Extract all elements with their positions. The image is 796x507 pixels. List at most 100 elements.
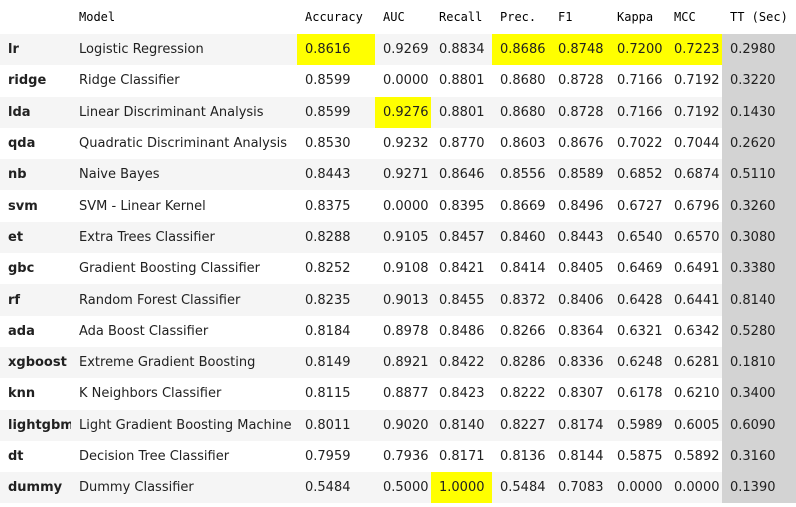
row-index-label: qda [0,127,71,160]
table-row: et Extra Trees Classifier 0.8288 0.9105 0.84… [0,221,796,254]
cell-auc: 0.9276 [375,96,431,128]
cell-mcc: 0.6281 [666,346,722,379]
cell-precision: 0.8227 [492,409,550,441]
header-f1: F1 [558,10,573,24]
cell-model: Light Gradient Boosting Machine [71,409,297,441]
cell-mcc: 0.7044 [666,127,722,160]
cell-precision: 0.8669 [492,190,550,222]
cell-accuracy: 0.5484 [297,472,375,504]
header-training-time: TT (Sec) [722,0,796,34]
header-model: Model [79,10,116,24]
cell-auc: 0.9269 [375,34,431,66]
table-row: qda Quadratic Discriminant Analysis 0.8530… [0,127,796,160]
cell-precision: 0.8680 [492,96,550,128]
cell-auc: 0.9232 [375,127,431,160]
cell-mcc: 0.6210 [666,378,722,410]
cell-mcc: 0.7223 [666,34,722,66]
cell-mcc: 0.6441 [666,284,722,316]
cell-auc: 0.9105 [375,221,431,254]
table-row: dt Decision Tree Classifier 0.7959 0.7936 0.… [0,440,796,473]
cell-f1: 0.8676 [550,127,609,160]
row-index-label: lightgbm [0,409,71,441]
cell-f1: 0.8336 [550,346,609,379]
cell-recall: 0.8770 [431,127,492,160]
cell-auc: 0.9271 [375,159,431,191]
cell-kappa: 0.6852 [609,159,666,191]
cell-precision: 0.8603 [492,127,550,160]
cell-precision: 0.8222 [492,378,550,410]
cell-accuracy: 0.8443 [297,159,375,191]
cell-recall: 0.8422 [431,346,492,379]
cell-precision: 0.8286 [492,346,550,379]
cell-auc: 0.0000 [375,190,431,222]
cell-accuracy: 0.7959 [297,440,375,473]
cell-auc: 0.9020 [375,409,431,441]
row-index-label: rf [0,284,71,316]
cell-mcc: 0.6874 [666,159,722,191]
row-index-label: nb [0,159,71,191]
cell-auc: 0.5000 [375,472,431,504]
cell-model: Dummy Classifier [71,472,297,504]
cell-kappa: 0.5875 [609,440,666,473]
cell-training-time: 0.3160 [722,440,796,473]
cell-training-time: 0.3380 [722,253,796,285]
cell-recall: 0.8457 [431,221,492,254]
cell-auc: 0.8921 [375,346,431,379]
cell-kappa: 0.6469 [609,253,666,285]
cell-precision: 0.8414 [492,253,550,285]
cell-recall: 0.8801 [431,96,492,128]
cell-precision: 0.8460 [492,221,550,254]
cell-accuracy: 0.8616 [297,34,375,66]
row-index-label: ridge [0,65,71,97]
cell-accuracy: 0.8184 [297,315,375,347]
cell-kappa: 0.6321 [609,315,666,347]
cell-training-time: 0.1810 [722,346,796,379]
cell-accuracy: 0.8599 [297,65,375,97]
cell-precision: 0.8680 [492,65,550,97]
cell-training-time: 0.3220 [722,65,796,97]
cell-recall: 0.8646 [431,159,492,191]
table-row: dummy Dummy Classifier 0.5484 0.5000 1.0000 0… [0,472,796,504]
cell-precision: 0.8136 [492,440,550,473]
cell-training-time: 0.2620 [722,127,796,160]
cell-model: Quadratic Discriminant Analysis [71,127,297,160]
cell-recall: 1.0000 [431,472,492,504]
cell-training-time: 0.5280 [722,315,796,347]
cell-training-time: 0.1430 [722,96,796,128]
table-header: Model Accuracy AUC Recall Prec. F1 Kappa… [0,0,796,34]
cell-recall: 0.8140 [431,409,492,441]
header-kappa: Kappa [617,10,654,24]
header-mcc: MCC [674,10,696,24]
row-index-label: dt [0,440,71,473]
cell-mcc: 0.5892 [666,440,722,473]
cell-precision: 0.8686 [492,34,550,66]
table-row: rf Random Forest Classifier 0.8235 0.9013 0.… [0,284,796,316]
row-index-label: lr [0,34,71,66]
cell-kappa: 0.6248 [609,346,666,379]
cell-precision: 0.8372 [492,284,550,316]
row-index-label: dummy [0,472,71,504]
header-recall: Recall [439,10,483,24]
cell-accuracy: 0.8252 [297,253,375,285]
cell-mcc: 0.7192 [666,96,722,128]
cell-training-time: 0.6090 [722,409,796,441]
cell-f1: 0.8728 [550,96,609,128]
cell-f1: 0.8174 [550,409,609,441]
cell-kappa: 0.6428 [609,284,666,316]
row-index-label: svm [0,190,71,222]
cell-recall: 0.8486 [431,315,492,347]
cell-precision: 0.5484 [492,472,550,504]
cell-f1: 0.8443 [550,221,609,254]
cell-training-time: 0.8140 [722,284,796,316]
table-row: nb Naive Bayes 0.8443 0.9271 0.8646 0.8556 0.8… [0,159,796,191]
cell-recall: 0.8801 [431,65,492,97]
cell-accuracy: 0.8115 [297,378,375,410]
cell-kappa: 0.6727 [609,190,666,222]
cell-precision: 0.8556 [492,159,550,191]
cell-recall: 0.8171 [431,440,492,473]
cell-training-time: 0.1390 [722,472,796,504]
cell-accuracy: 0.8530 [297,127,375,160]
cell-auc: 0.8877 [375,378,431,410]
cell-mcc: 0.6570 [666,221,722,254]
